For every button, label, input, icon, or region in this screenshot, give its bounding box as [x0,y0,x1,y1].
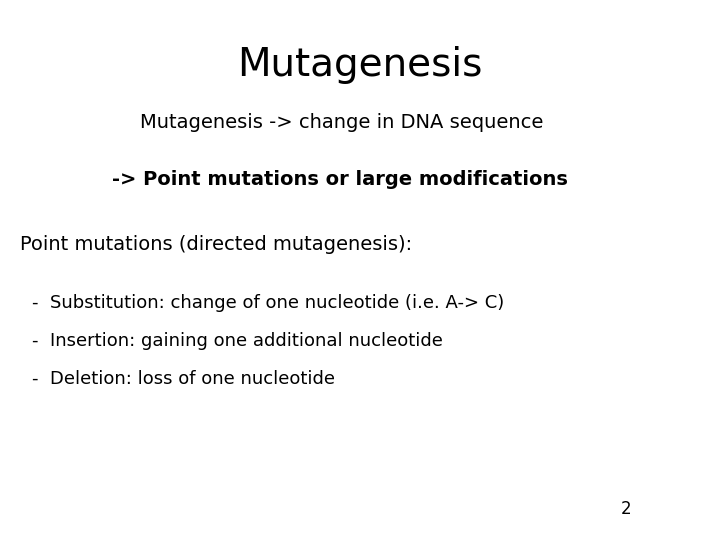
Text: -  Insertion: gaining one additional nucleotide: - Insertion: gaining one additional nucl… [32,332,444,350]
Text: -  Substitution: change of one nucleotide (i.e. A-> C): - Substitution: change of one nucleotide… [32,294,505,312]
Text: Point mutations (directed mutagenesis):: Point mutations (directed mutagenesis): [20,235,413,254]
Text: 2: 2 [621,501,631,518]
Text: Mutagenesis -> change in DNA sequence: Mutagenesis -> change in DNA sequence [140,113,544,132]
Text: Mutagenesis: Mutagenesis [238,46,482,84]
Text: -> Point mutations or large modifications: -> Point mutations or large modification… [112,170,567,189]
Text: -  Deletion: loss of one nucleotide: - Deletion: loss of one nucleotide [32,370,336,388]
